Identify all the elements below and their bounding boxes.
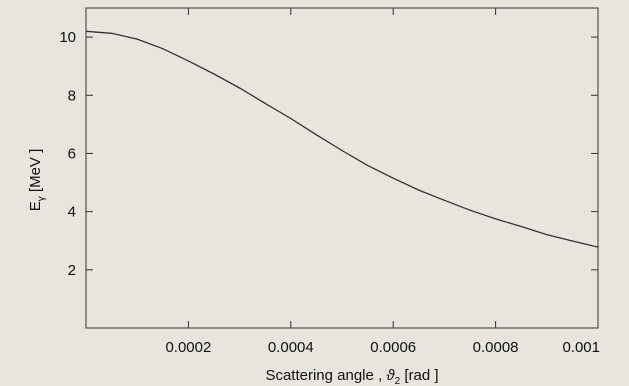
data-point: [520, 225, 522, 228]
data-point: [597, 246, 599, 248]
data-point: [367, 164, 369, 166]
ticks: 0.0002 0.0004 0.0006 0.0008 0.001 2 4 6 8 10: [59, 8, 600, 356]
x-tick-label: 0.0006: [370, 339, 416, 356]
data-point: [136, 38, 138, 40]
axes: [85, 7, 599, 329]
data-point: [85, 30, 87, 32]
y-axis-label-symbol: E: [27, 201, 44, 211]
data-point: [495, 218, 497, 220]
data-point: [546, 234, 548, 236]
data-point: [239, 87, 241, 89]
y-tick-label: 10: [59, 29, 76, 46]
x-tick-label: 0.0004: [268, 339, 314, 356]
x-axis-label: Scattering angle , ϑ2 [rad ]: [265, 367, 438, 386]
data-point: [187, 60, 189, 62]
data-point: [213, 73, 215, 75]
y-axis-label-unit: [MeV ]: [27, 149, 44, 197]
y-axis-label-subscript: γ: [36, 196, 47, 201]
y-tick-label: 8: [68, 87, 76, 104]
data-point: [443, 199, 445, 201]
data-point: [264, 102, 266, 104]
y-tick-label: 6: [68, 145, 76, 162]
data-point: [571, 240, 574, 242]
data-point: [341, 149, 343, 152]
data-point: [469, 209, 471, 211]
data-point: [315, 134, 317, 136]
x-tick-label: 0.0002: [165, 339, 211, 356]
x-axis-label-subscript: 2: [395, 376, 401, 386]
data-point: [290, 117, 292, 120]
x-tick-label: 0.0008: [473, 339, 519, 356]
plot-frame: [85, 7, 599, 329]
x-tick-label: 0.001: [562, 339, 600, 356]
x-axis-label-main: Scattering angle ,: [265, 367, 386, 384]
x-axis-label-unit: [rad ]: [400, 367, 438, 384]
y-axis-label: Eγ [MeV ]: [27, 149, 47, 212]
x-axis-label-symbol: ϑ: [386, 367, 395, 384]
y-tick-label: 2: [68, 262, 76, 279]
y-tick-label: 4: [68, 204, 76, 221]
data-point: [162, 48, 164, 50]
series-layer: [85, 30, 599, 248]
data-point: [418, 189, 420, 191]
data-point: [111, 32, 113, 34]
data-point: [392, 177, 394, 179]
